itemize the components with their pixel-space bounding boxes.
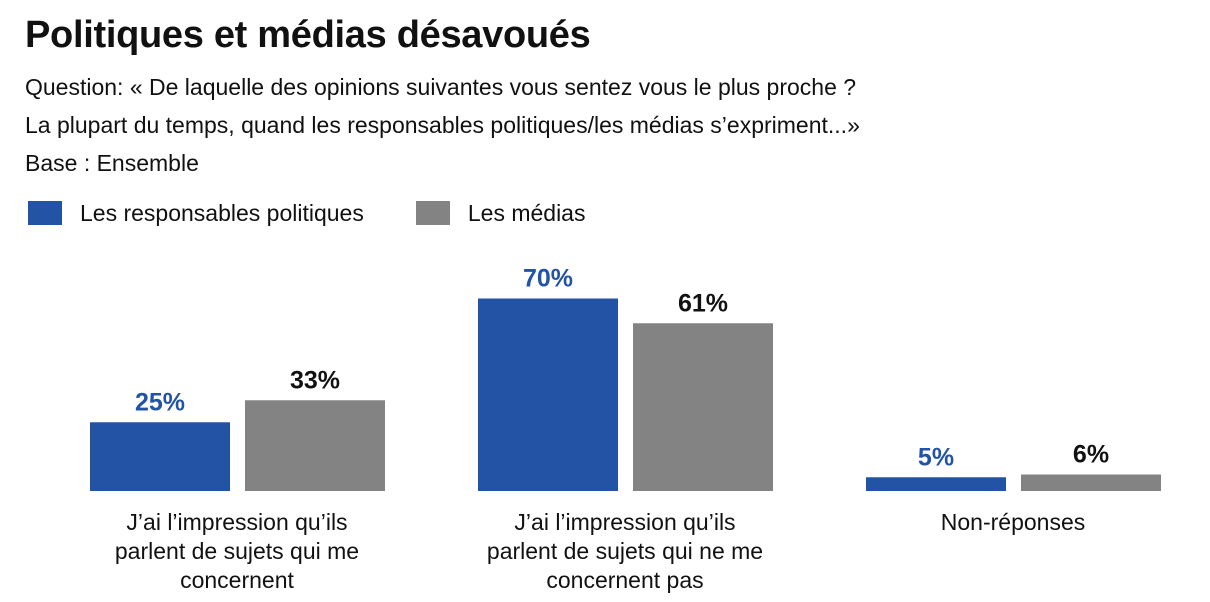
- category-label-line: J’ai l’impression qu’ils: [126, 509, 348, 535]
- data-label-medias-concernent: 33%: [290, 366, 340, 394]
- bar-medias-non-reponses: [1021, 474, 1161, 491]
- category-label-line: parlent de sujets qui ne me: [486, 538, 764, 564]
- chart-title: Politiques et médias désavoués: [25, 14, 591, 56]
- data-label-politiques-concernent: 25%: [135, 388, 185, 416]
- bar-medias-concernent: [245, 400, 385, 491]
- legend-item-medias: Les médias: [415, 199, 586, 227]
- category-label-non-reponses: Non-réponses: [848, 508, 1178, 537]
- data-label-politiques-ne-concernent-pas: 70%: [523, 265, 573, 293]
- bar-chart: 25% 70% 5% 33% 61% 6%: [90, 265, 1161, 491]
- data-label-politiques-non-reponses: 5%: [918, 443, 954, 471]
- category-label-line: parlent de sujets qui me: [114, 538, 360, 564]
- category-label-line: concernent pas: [546, 567, 704, 593]
- data-label-medias-ne-concernent-pas: 61%: [678, 289, 728, 317]
- legend: Les responsables politiques Les médias: [28, 198, 637, 228]
- legend-item-politiques: Les responsables politiques: [28, 200, 364, 227]
- legend-label-medias: Les médias: [467, 199, 586, 226]
- bar-politiques-ne-concernent-pas: [478, 298, 618, 491]
- bar-medias-ne-concernent-pas: [633, 323, 773, 491]
- bar-politiques-concernent: [90, 422, 230, 491]
- legend-swatch-politiques: [28, 201, 62, 225]
- data-label-medias-non-reponses: 6%: [1073, 441, 1109, 469]
- question-line-1: Question: « De laquelle des opinions sui…: [25, 74, 857, 100]
- bar-politiques-non-reponses: [866, 477, 1006, 491]
- question-line-2: La plupart du temps, quand les responsab…: [25, 112, 860, 138]
- category-label-line: Non-réponses: [940, 509, 1086, 535]
- category-label-line: concernent: [180, 567, 294, 593]
- legend-label-politiques: Les responsables politiques: [80, 199, 364, 226]
- category-label-ne-concernent-pas: J’ai l’impression qu’ils parlent de sujet…: [460, 508, 790, 595]
- legend-swatch-medias: [415, 201, 450, 225]
- base-line: Base : Ensemble: [25, 150, 199, 176]
- category-label-concernent: J’ai l’impression qu’ils parlent de sujet…: [72, 508, 402, 595]
- category-label-line: J’ai l’impression qu’ils: [514, 509, 736, 535]
